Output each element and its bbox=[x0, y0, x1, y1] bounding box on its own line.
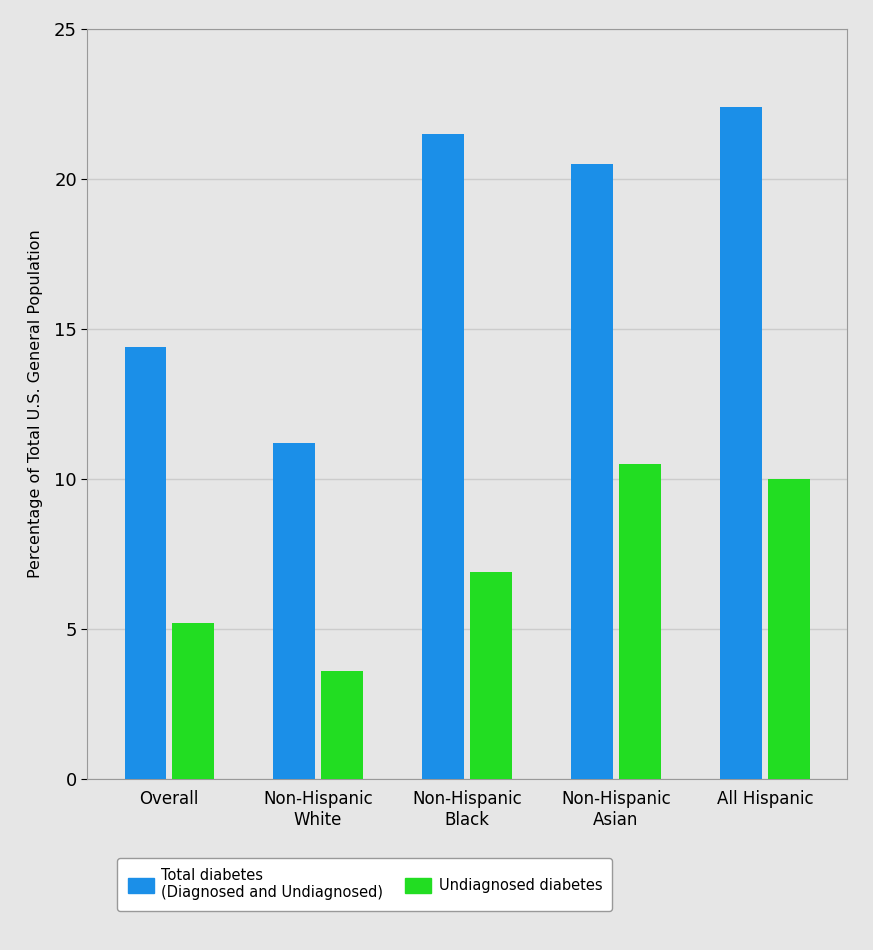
Bar bbox=[470, 572, 512, 779]
Bar bbox=[273, 443, 315, 779]
Bar bbox=[423, 134, 464, 779]
Bar bbox=[125, 347, 166, 779]
Bar bbox=[619, 464, 661, 779]
Bar bbox=[571, 163, 613, 779]
Bar bbox=[321, 671, 363, 779]
Bar bbox=[172, 623, 214, 779]
Bar bbox=[720, 106, 762, 779]
Bar bbox=[768, 479, 809, 779]
Y-axis label: Percentage of Total U.S. General Population: Percentage of Total U.S. General Populat… bbox=[28, 229, 43, 579]
Legend: Total diabetes
(Diagnosed and Undiagnosed), Undiagnosed diabetes: Total diabetes (Diagnosed and Undiagnose… bbox=[117, 858, 612, 910]
